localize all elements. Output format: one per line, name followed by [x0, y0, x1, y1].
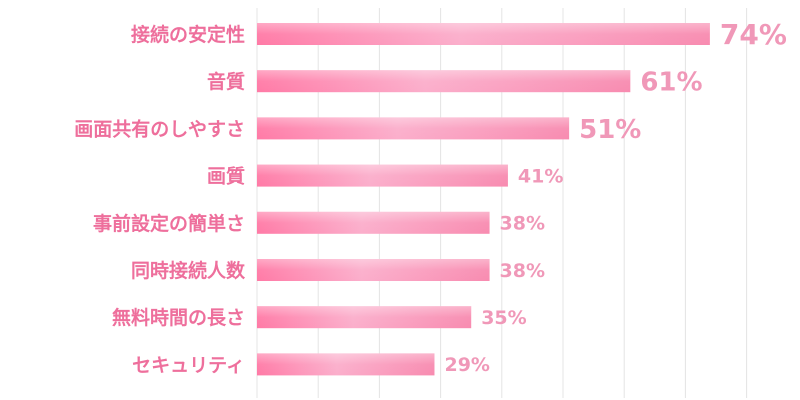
- bar-shine: [257, 259, 490, 281]
- category-label: 画質: [207, 165, 245, 188]
- bar-shine: [257, 117, 570, 140]
- bar-shine: [257, 23, 710, 45]
- value-label: 29%: [444, 354, 489, 376]
- value-label: 38%: [500, 260, 545, 282]
- category-label: 事前設定の簡単さ: [93, 212, 245, 235]
- bar-shine: [257, 70, 631, 93]
- category-label: 音質: [207, 70, 245, 93]
- category-label: セキュリティ: [132, 354, 245, 376]
- value-label: 51%: [579, 115, 641, 145]
- grid-lines: [256, 8, 748, 398]
- category-label: 接続の安定性: [131, 23, 245, 46]
- bar-shine: [257, 306, 472, 329]
- bars: [257, 23, 710, 376]
- value-label: 35%: [481, 307, 526, 329]
- category-labels: 接続の安定性音質画面共有のしやすさ画質事前設定の簡単さ同時接続人数無料時間の長さ…: [74, 23, 246, 376]
- value-label: 74%: [720, 18, 787, 51]
- bar-shine: [257, 164, 508, 187]
- value-label: 38%: [500, 213, 545, 235]
- value-labels: 74% 61% 51% 41% 38% 38% 35% 29%: [444, 18, 786, 376]
- value-label: 41%: [518, 165, 563, 187]
- bar-shine: [257, 211, 490, 234]
- bar-shine: [257, 353, 435, 376]
- value-label: 61%: [640, 68, 702, 98]
- category-label: 無料時間の長さ: [112, 306, 245, 329]
- category-label: 同時接続人数: [131, 259, 246, 282]
- category-label: 画面共有のしやすさ: [74, 117, 245, 140]
